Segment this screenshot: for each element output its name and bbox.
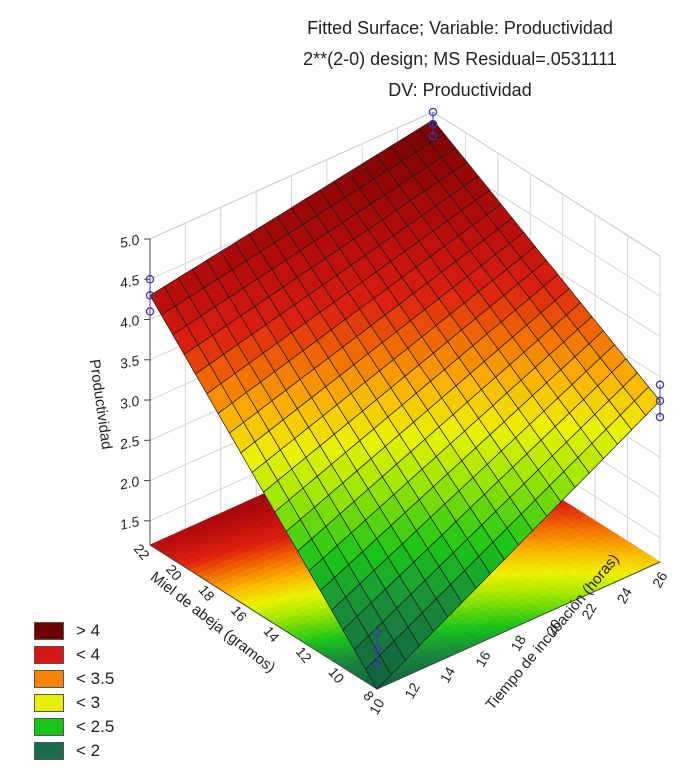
design-point-1-1 bbox=[655, 396, 665, 406]
design-point-2-1 bbox=[145, 291, 155, 300]
design-point-0-0 bbox=[372, 660, 382, 670]
legend-label-1: < 4 bbox=[76, 645, 101, 664]
z-tick-label-2: 2.5 bbox=[117, 433, 141, 453]
legend-label-0: > 4 bbox=[76, 621, 101, 640]
x-axis-line bbox=[376, 561, 661, 690]
x-tick-label-1: 12 bbox=[401, 680, 423, 702]
z-tick-label-4: 3.5 bbox=[118, 352, 141, 372]
design-point-3-1 bbox=[428, 119, 438, 129]
x-tick-label-0: 10 bbox=[366, 696, 388, 718]
x-tick-label-6: 22 bbox=[578, 600, 600, 622]
x-tick-label-4: 18 bbox=[507, 632, 529, 654]
legend-swatch-4 bbox=[34, 718, 64, 736]
design-point-1-0 bbox=[655, 412, 665, 422]
legend-label-3: < 3 bbox=[76, 693, 101, 712]
z-tick-label-5: 4.0 bbox=[118, 312, 141, 332]
legend-label-2: < 3.5 bbox=[76, 669, 115, 688]
x-tick-label-5: 20 bbox=[543, 616, 565, 638]
design-point-3-2 bbox=[428, 107, 438, 117]
z-tick-label-0: 1.5 bbox=[118, 513, 141, 533]
design-point-3-0 bbox=[428, 131, 438, 141]
chart-dv-line: DV: Productividad bbox=[388, 80, 532, 100]
design-point-0-2 bbox=[372, 628, 382, 637]
z-tick-label-1: 2.0 bbox=[117, 473, 141, 493]
chart-title: Fitted Surface; Variable: Productividad bbox=[307, 18, 613, 38]
x-tick-label-3: 16 bbox=[472, 648, 494, 670]
x-tick-label-7: 24 bbox=[613, 584, 635, 606]
legend-label-5: < 2 bbox=[76, 741, 101, 760]
design-point-2-0 bbox=[145, 307, 155, 316]
y-axis-line bbox=[149, 544, 378, 690]
design-point-1-2 bbox=[655, 380, 665, 390]
legend-swatch-5 bbox=[34, 742, 64, 760]
x-tick-label-8: 26 bbox=[649, 569, 671, 591]
z-tick-label-7: 5.0 bbox=[118, 231, 141, 251]
chart-subtitle: 2**(2-0) design; MS Residual=.0531111 bbox=[303, 49, 617, 69]
legend-swatch-0 bbox=[34, 622, 64, 640]
x-tick-label-2: 14 bbox=[437, 664, 459, 686]
design-point-0-1 bbox=[372, 644, 382, 653]
z-tick-label-6: 4.5 bbox=[118, 272, 141, 292]
z-tick-label-3: 3.0 bbox=[118, 392, 141, 412]
legend-swatch-2 bbox=[34, 670, 64, 688]
legend-swatch-3 bbox=[34, 694, 64, 712]
legend-swatch-1 bbox=[34, 646, 64, 664]
surface-cell bbox=[634, 386, 661, 416]
z-axis-title: Productividad bbox=[86, 358, 115, 450]
legend-label-4: < 2.5 bbox=[76, 717, 115, 736]
